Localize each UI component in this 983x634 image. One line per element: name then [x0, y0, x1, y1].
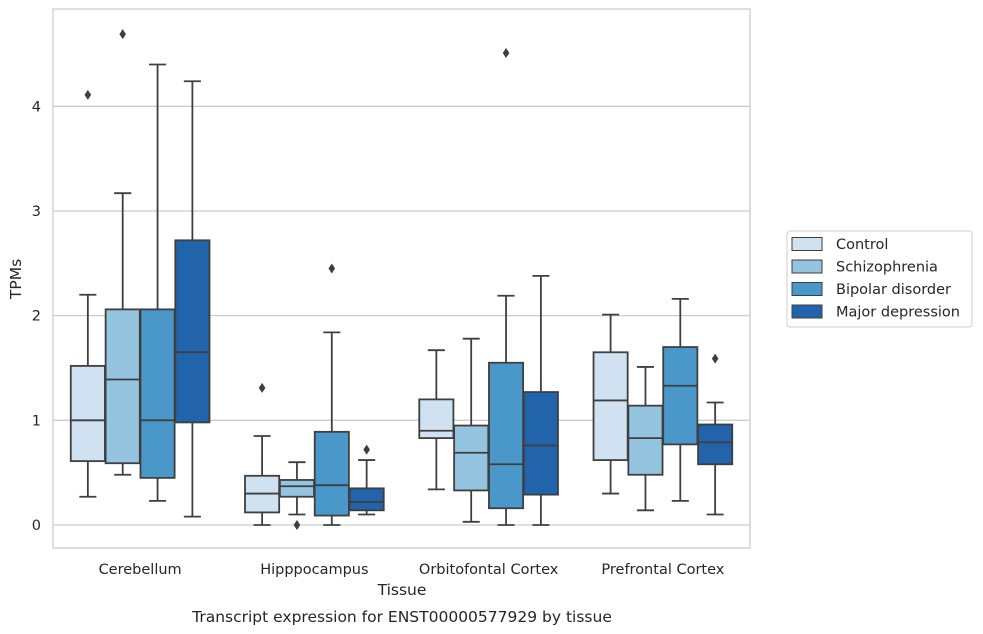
legend-swatch: [791, 282, 823, 296]
x-tick-label: Orbitofontal Cortex: [419, 562, 559, 578]
outlier-point: [258, 382, 266, 393]
box-1-0: [244, 382, 281, 526]
outlier-point: [84, 89, 92, 100]
box-body: [627, 404, 664, 476]
y-tick-label: 4: [32, 99, 41, 115]
box-3-0: [592, 313, 629, 495]
x-tick-label: Cerebellum: [99, 562, 182, 578]
box-3-2: [662, 298, 699, 502]
box-body: [418, 398, 455, 440]
box-body: [104, 308, 141, 465]
box-3-3: [697, 353, 734, 516]
outlier-point: [711, 353, 719, 364]
y-tick-label: 0: [32, 518, 41, 534]
box-3-1: [627, 366, 664, 512]
box-0-1: [104, 29, 141, 476]
box-body: [174, 239, 211, 424]
y-axis-ticks: 0 1 2 3 4: [32, 99, 41, 534]
box-2-0: [418, 349, 455, 491]
chart-caption: Transcript expression for ENST0000057792…: [191, 608, 612, 626]
box-body: [139, 308, 176, 479]
outlier-point: [363, 444, 370, 455]
y-axis-label: TPMs: [7, 259, 25, 300]
legend-swatch: [791, 259, 823, 274]
box-series: [69, 29, 734, 530]
x-axis-label: Tissue: [377, 581, 427, 599]
box-body: [69, 364, 106, 463]
box-body: [592, 351, 629, 461]
x-axis-ticks: Cerebellum Hipppocampus Orbitofontal Corte…: [99, 562, 725, 578]
outlier-point: [119, 29, 126, 40]
y-tick-label: 1: [32, 413, 41, 429]
box-body: [662, 346, 699, 446]
box-body: [522, 391, 559, 496]
box-1-3: [348, 444, 385, 516]
legend-frame: [786, 230, 973, 328]
box-body: [453, 424, 490, 492]
y-tick-label: 2: [32, 309, 41, 325]
box-1-1: [278, 461, 315, 530]
y-tick-label: 3: [32, 204, 41, 220]
box-body: [348, 487, 385, 512]
x-tick-label: Prefrontal Cortex: [601, 562, 724, 578]
outlier-point: [502, 47, 510, 58]
legend-label: Major depression: [836, 305, 960, 321]
box-body: [488, 361, 525, 510]
box-body: [313, 430, 350, 517]
outlier-point: [328, 263, 336, 274]
x-tick-label: Hipppocampus: [260, 562, 368, 578]
box-0-0: [69, 89, 106, 498]
outlier-point: [293, 519, 301, 530]
legend-label: Schizophrenia: [836, 260, 938, 276]
legend-swatch: [791, 237, 823, 251]
box-0-2: [139, 63, 176, 502]
legend-swatch: [791, 304, 823, 319]
box-body: [278, 479, 315, 498]
legend: Control Schizophrenia Bipolar disorder Majo…: [786, 230, 973, 328]
legend-label: Control: [836, 237, 888, 253]
box-2-2: [488, 47, 525, 526]
box-0-3: [174, 80, 211, 518]
box-body: [697, 423, 734, 466]
box-1-2: [313, 263, 350, 526]
legend-label: Bipolar disorder: [836, 282, 951, 298]
box-2-3: [522, 274, 559, 526]
